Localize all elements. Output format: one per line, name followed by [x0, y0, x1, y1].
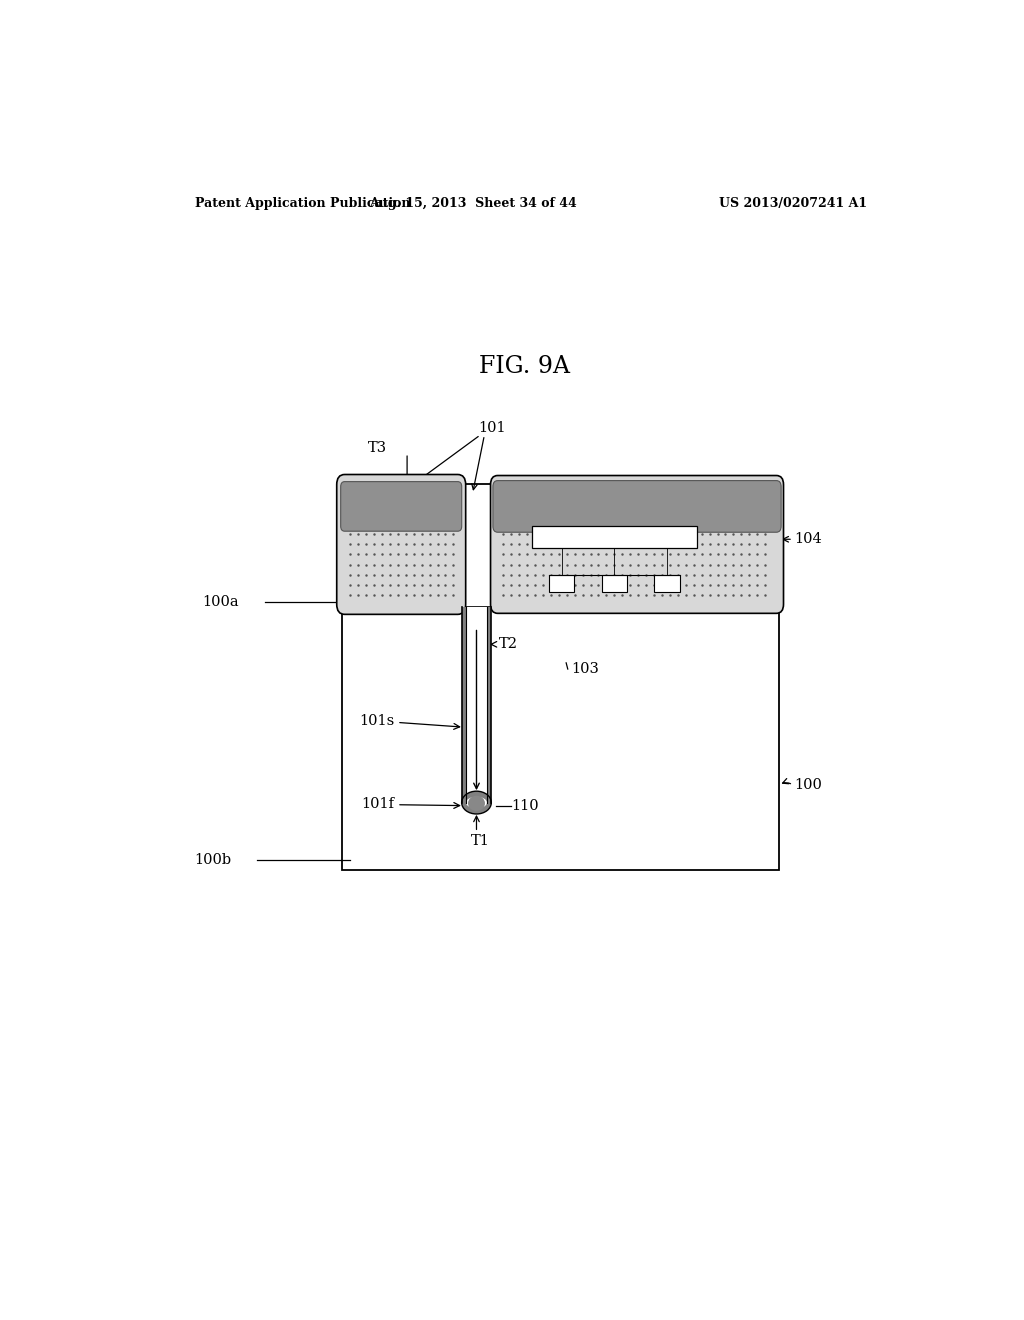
Bar [342, 483, 779, 870]
Bar [466, 607, 487, 803]
Text: T2: T2 [500, 638, 518, 651]
Text: 104: 104 [795, 532, 822, 546]
Bar [496, 483, 779, 607]
Bar [487, 607, 492, 803]
Text: 100a: 100a [203, 595, 240, 609]
Bar [601, 576, 627, 593]
Text: 100b: 100b [194, 853, 231, 867]
Ellipse shape [468, 796, 485, 810]
Text: 110: 110 [511, 799, 539, 813]
FancyBboxPatch shape [493, 480, 781, 532]
Text: US 2013/0207241 A1: US 2013/0207241 A1 [719, 197, 867, 210]
Text: FIG. 9A: FIG. 9A [479, 355, 570, 379]
Text: 101s: 101s [359, 714, 460, 730]
FancyBboxPatch shape [341, 482, 462, 531]
FancyBboxPatch shape [490, 475, 783, 614]
Text: T3: T3 [368, 441, 387, 455]
Text: 103: 103 [571, 663, 600, 676]
Bar [549, 576, 574, 593]
Text: 101: 101 [478, 421, 506, 434]
Text: Patent Application Publication: Patent Application Publication [196, 197, 411, 210]
Text: 101f: 101f [361, 797, 460, 812]
Ellipse shape [466, 797, 487, 808]
Bar [462, 607, 466, 803]
Bar [654, 576, 680, 593]
Text: 100: 100 [795, 777, 822, 792]
Bar [532, 525, 696, 548]
Bar [496, 483, 779, 527]
Ellipse shape [462, 791, 492, 814]
FancyBboxPatch shape [337, 474, 466, 614]
Text: Aug. 15, 2013  Sheet 34 of 44: Aug. 15, 2013 Sheet 34 of 44 [370, 197, 578, 210]
Text: T1: T1 [471, 834, 489, 849]
